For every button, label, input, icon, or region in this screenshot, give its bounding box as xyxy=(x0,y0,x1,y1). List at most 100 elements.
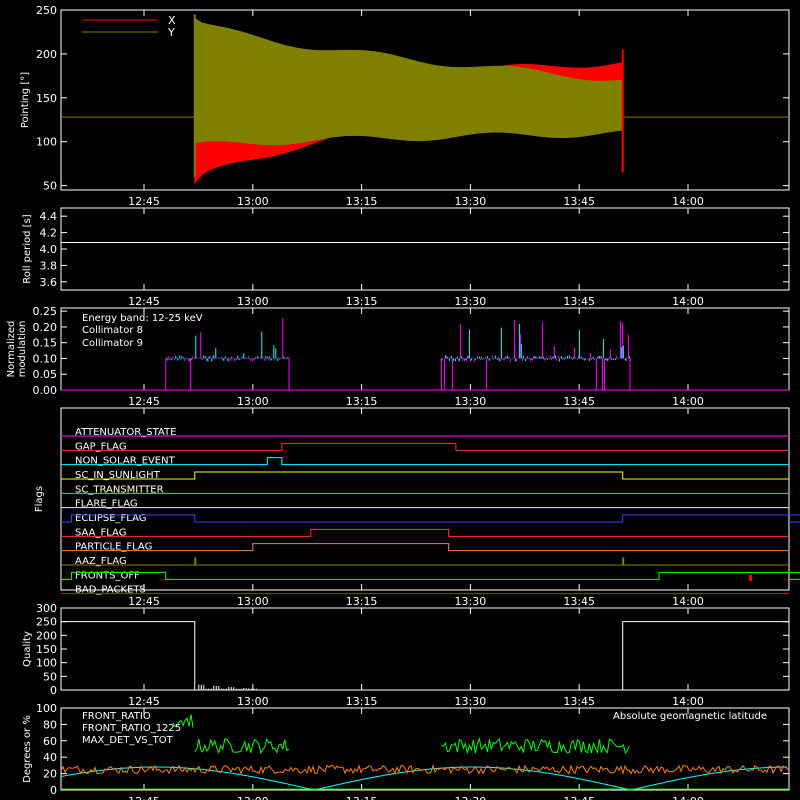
y-tick-label: 80 xyxy=(43,718,57,731)
y-tick-label: 0.10 xyxy=(33,352,58,365)
x-tick-label: 13:00 xyxy=(237,695,269,708)
legend-label: Y xyxy=(167,26,175,39)
y-tick-label: 250 xyxy=(36,616,57,629)
flag-label: ECLIPSE_FLAG xyxy=(75,513,146,524)
y-tick-label: 3.8 xyxy=(40,259,58,272)
plot-frame xyxy=(60,9,790,191)
y-tick-label: 100 xyxy=(36,657,57,670)
y-tick-label: 0.05 xyxy=(33,368,58,381)
legend-label: FRONT_RATIO_1225 xyxy=(82,723,181,734)
x-tick-label: 14:00 xyxy=(672,695,704,708)
y-tick-label: 0.25 xyxy=(33,305,58,318)
series-front-ratio-1225 xyxy=(194,737,290,755)
y-axis-label: Quality xyxy=(22,631,33,667)
x-tick-label: 13:00 xyxy=(237,595,269,608)
y-tick-label: 0.20 xyxy=(33,321,58,334)
x-tick-label: 14:00 xyxy=(672,595,704,608)
x-tick-label: 12:45 xyxy=(128,795,160,800)
flag-line xyxy=(61,557,789,566)
flag-label: SC_IN_SUNLIGHT xyxy=(75,470,161,481)
legend-label: X xyxy=(168,14,176,27)
y-tick-label: 250 xyxy=(36,4,57,17)
y-tick-label: 150 xyxy=(36,643,57,656)
flag-line xyxy=(61,442,789,451)
y-axis-label: Degrees or % xyxy=(22,715,33,783)
y-axis-label: Pointing [°] xyxy=(20,72,31,128)
plot-frame xyxy=(60,207,790,291)
flag-label: BAD_PACKETS xyxy=(75,585,146,596)
x-tick-label: 13:15 xyxy=(346,695,378,708)
flag-label: SC_TRANSMITTER xyxy=(75,484,164,495)
x-tick-label: 12:45 xyxy=(128,195,160,208)
annotation: Collimator 8 xyxy=(82,325,143,336)
x-tick-label: 12:45 xyxy=(128,395,160,408)
x-tick-label: 13:30 xyxy=(455,595,487,608)
legend-label: FRONT_RATIO xyxy=(82,711,151,722)
flag-label: AAZ_FLAG xyxy=(75,556,127,567)
x-tick-label: 13:15 xyxy=(346,395,378,408)
panel-flags xyxy=(60,407,790,591)
plot-frame xyxy=(60,407,790,591)
series-y xyxy=(194,17,624,146)
panel-roll xyxy=(60,207,790,291)
y-axis-label: Roll period [s] xyxy=(22,214,33,283)
x-tick-label: 13:30 xyxy=(455,395,487,408)
flag-line xyxy=(61,514,800,523)
flag-line xyxy=(61,457,789,466)
y-tick-label: 100 xyxy=(36,702,57,715)
x-tick-label: 13:45 xyxy=(563,295,595,308)
x-tick-label: 12:45 xyxy=(128,595,160,608)
x-tick-label: 13:00 xyxy=(237,295,269,308)
y-tick-label: 50 xyxy=(43,670,57,683)
x-tick-label: 13:15 xyxy=(346,595,378,608)
series-max-det xyxy=(60,763,790,776)
series-front-ratio-1225 xyxy=(441,737,630,754)
y-tick-label: 50 xyxy=(43,180,57,193)
y-tick-label: 40 xyxy=(43,751,57,764)
x-tick-label: 13:00 xyxy=(237,795,269,800)
y-tick-label: 4.0 xyxy=(40,243,58,256)
y-tick-label: 3.6 xyxy=(40,276,58,289)
y-tick-label: 150 xyxy=(36,92,57,105)
y-tick-label: 60 xyxy=(43,735,57,748)
x-tick-label: 13:00 xyxy=(237,395,269,408)
flag-label: FLARE_FLAG xyxy=(75,499,138,510)
y-tick-label: 200 xyxy=(36,629,57,642)
x-tick-label: 12:45 xyxy=(128,695,160,708)
annotation: Absolute geomagnetic latitude xyxy=(613,711,767,722)
series-quality xyxy=(61,621,789,691)
x-tick-label: 13:30 xyxy=(455,195,487,208)
x-tick-label: 13:45 xyxy=(563,595,595,608)
x-tick-label: 12:45 xyxy=(128,295,160,308)
y-tick-label: 200 xyxy=(36,48,57,61)
x-tick-label: 13:15 xyxy=(346,295,378,308)
annotation: Energy band: 12-25 keV xyxy=(82,313,203,324)
panel-pointing xyxy=(60,9,790,191)
annotation: Collimator 9 xyxy=(82,338,143,349)
y-tick-label: 0.00 xyxy=(33,384,58,397)
flag-label: GAP_FLAG xyxy=(75,441,127,452)
y-tick-label: 4.2 xyxy=(40,227,58,240)
x-tick-label: 14:00 xyxy=(672,795,704,800)
x-tick-label: 13:00 xyxy=(237,195,269,208)
y-tick-label: 20 xyxy=(43,768,57,781)
y-tick-label: 0.15 xyxy=(33,337,58,350)
series-front-ratio-1225 xyxy=(172,714,194,728)
flag-label: PARTICLE_FLAG xyxy=(75,542,152,553)
panel-quality xyxy=(60,607,790,691)
flag-label: NON_SOLAR_EVENT xyxy=(75,456,176,467)
y-axis-label: Flags xyxy=(34,486,45,512)
x-tick-label: 13:15 xyxy=(346,195,378,208)
flag-label: ATTENUATOR_STATE xyxy=(75,427,176,438)
x-tick-label: 13:30 xyxy=(455,695,487,708)
y-tick-label: 300 xyxy=(36,602,57,615)
flag-line xyxy=(61,471,789,480)
plot-frame xyxy=(60,607,790,691)
flag-line xyxy=(61,528,789,537)
y-axis-label: Normalized xyxy=(6,321,17,378)
plot-frame xyxy=(60,707,790,791)
x-tick-label: 14:00 xyxy=(672,295,704,308)
x-tick-label: 13:45 xyxy=(563,695,595,708)
bad-packet-marker xyxy=(749,575,752,581)
